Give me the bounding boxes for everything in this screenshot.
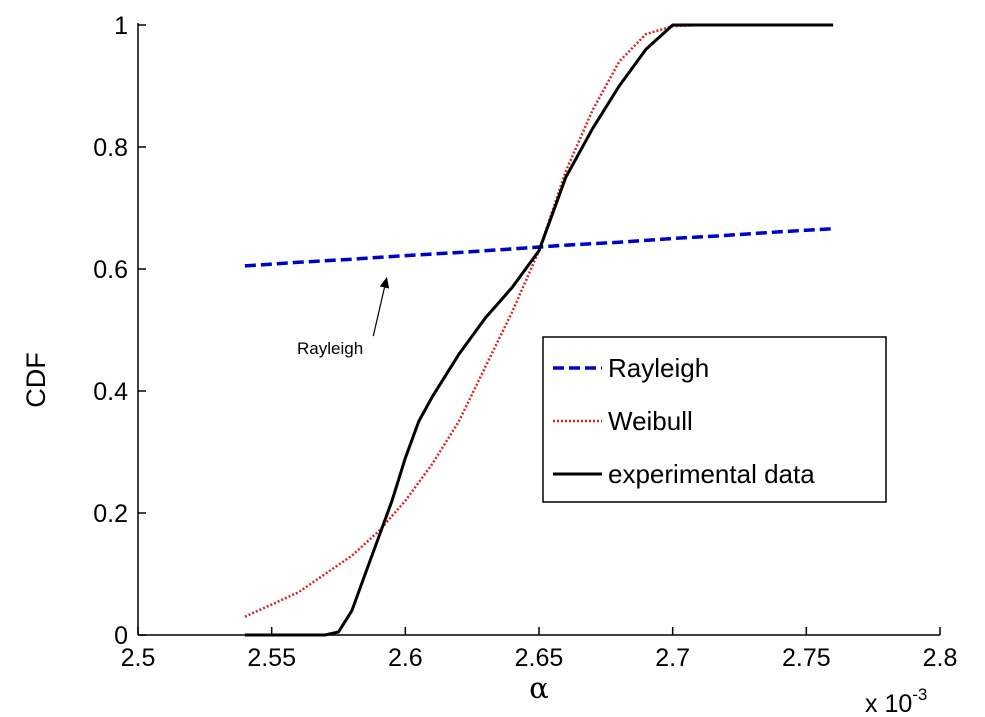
legend: Rayleigh Weibull experimental data — [542, 336, 887, 503]
series-line-weibull — [244, 23, 834, 618]
y-ticks: 0 0.2 0.4 0.6 0.8 1 — [93, 12, 146, 650]
x-tick-label: 2.75 — [782, 644, 831, 672]
y-tick-label: 0.6 — [93, 256, 128, 284]
legend-label: experimental data — [608, 459, 815, 489]
y-tick-label: 0 — [114, 622, 128, 650]
x-ticks: 2.5 2.55 2.6 2.65 2.7 2.75 2.8 — [121, 627, 958, 672]
x-tick-label: 2.8 — [923, 644, 958, 672]
x-tick-label: 2.55 — [247, 644, 296, 672]
x-axis-label: α — [529, 671, 549, 705]
legend-label: Rayleigh — [608, 353, 709, 383]
plot-area — [137, 23, 940, 636]
x-tick-label: 2.6 — [388, 644, 423, 672]
rayleigh-annotation: Rayleigh — [297, 276, 390, 358]
series-line-experimental-data — [244, 23, 834, 637]
y-tick-label: 0.2 — [93, 500, 128, 528]
annotation-arrow — [372, 276, 390, 337]
x-tick-label: 2.5 — [121, 644, 156, 672]
x-tick-label: 2.65 — [515, 644, 564, 672]
y-tick-label: 0.8 — [93, 134, 128, 162]
y-tick-label: 1 — [114, 12, 128, 40]
series-layer — [244, 23, 834, 637]
legend-label: Weibull — [608, 406, 693, 436]
y-tick-label: 0.4 — [93, 378, 128, 406]
annotation-text: Rayleigh — [297, 339, 363, 358]
x-multiplier-label: x 10-3 — [865, 685, 927, 717]
x-tick-label: 2.7 — [655, 644, 690, 672]
y-axis-label: CDF — [21, 352, 51, 408]
